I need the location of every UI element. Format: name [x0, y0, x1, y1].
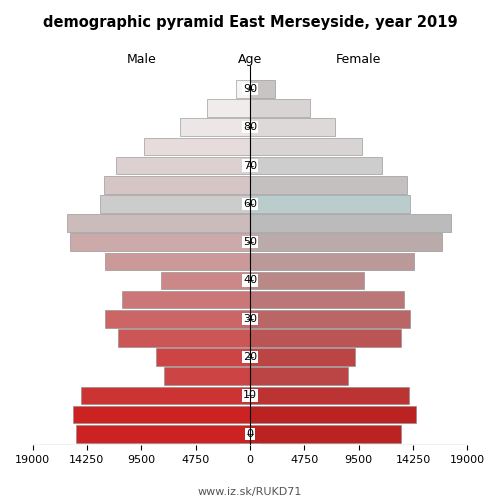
- Bar: [180, 118, 250, 136]
- Text: 80: 80: [243, 122, 257, 132]
- Bar: [250, 195, 410, 212]
- Text: 90: 90: [243, 84, 257, 94]
- Bar: [250, 99, 310, 117]
- Bar: [122, 291, 250, 308]
- Bar: [164, 368, 250, 385]
- Title: demographic pyramid East Merseyside, year 2019: demographic pyramid East Merseyside, yea…: [42, 15, 458, 30]
- Bar: [206, 99, 250, 117]
- Bar: [160, 272, 250, 289]
- Bar: [104, 252, 250, 270]
- Text: 70: 70: [243, 160, 257, 170]
- Bar: [250, 156, 382, 174]
- Bar: [250, 252, 414, 270]
- Bar: [80, 386, 250, 404]
- Bar: [118, 329, 250, 347]
- Bar: [67, 214, 250, 232]
- Bar: [156, 348, 250, 366]
- Bar: [144, 138, 250, 155]
- Text: 20: 20: [243, 352, 257, 362]
- Bar: [250, 348, 356, 366]
- Bar: [250, 214, 452, 232]
- Bar: [72, 406, 250, 423]
- Bar: [104, 310, 250, 328]
- Bar: [250, 176, 407, 194]
- Text: www.iz.sk/RUKD71: www.iz.sk/RUKD71: [198, 487, 302, 497]
- Text: Male: Male: [126, 53, 156, 66]
- Bar: [250, 368, 348, 385]
- Text: Female: Female: [336, 53, 382, 66]
- Text: Age: Age: [238, 53, 262, 66]
- Bar: [250, 386, 409, 404]
- Bar: [250, 80, 275, 98]
- Text: 0: 0: [246, 429, 254, 439]
- Text: 10: 10: [243, 390, 257, 400]
- Bar: [250, 272, 364, 289]
- Bar: [250, 291, 404, 308]
- Bar: [116, 156, 250, 174]
- Text: 30: 30: [243, 314, 257, 324]
- Bar: [250, 118, 334, 136]
- Text: 50: 50: [243, 237, 257, 247]
- Bar: [104, 176, 250, 194]
- Bar: [250, 406, 416, 423]
- Bar: [236, 80, 250, 98]
- Bar: [250, 234, 442, 251]
- Bar: [100, 195, 250, 212]
- Bar: [250, 329, 401, 347]
- Bar: [76, 425, 250, 442]
- Text: 40: 40: [243, 276, 257, 285]
- Text: 60: 60: [243, 199, 257, 209]
- Bar: [250, 138, 362, 155]
- Bar: [250, 310, 410, 328]
- Bar: [70, 234, 250, 251]
- Bar: [250, 425, 401, 442]
